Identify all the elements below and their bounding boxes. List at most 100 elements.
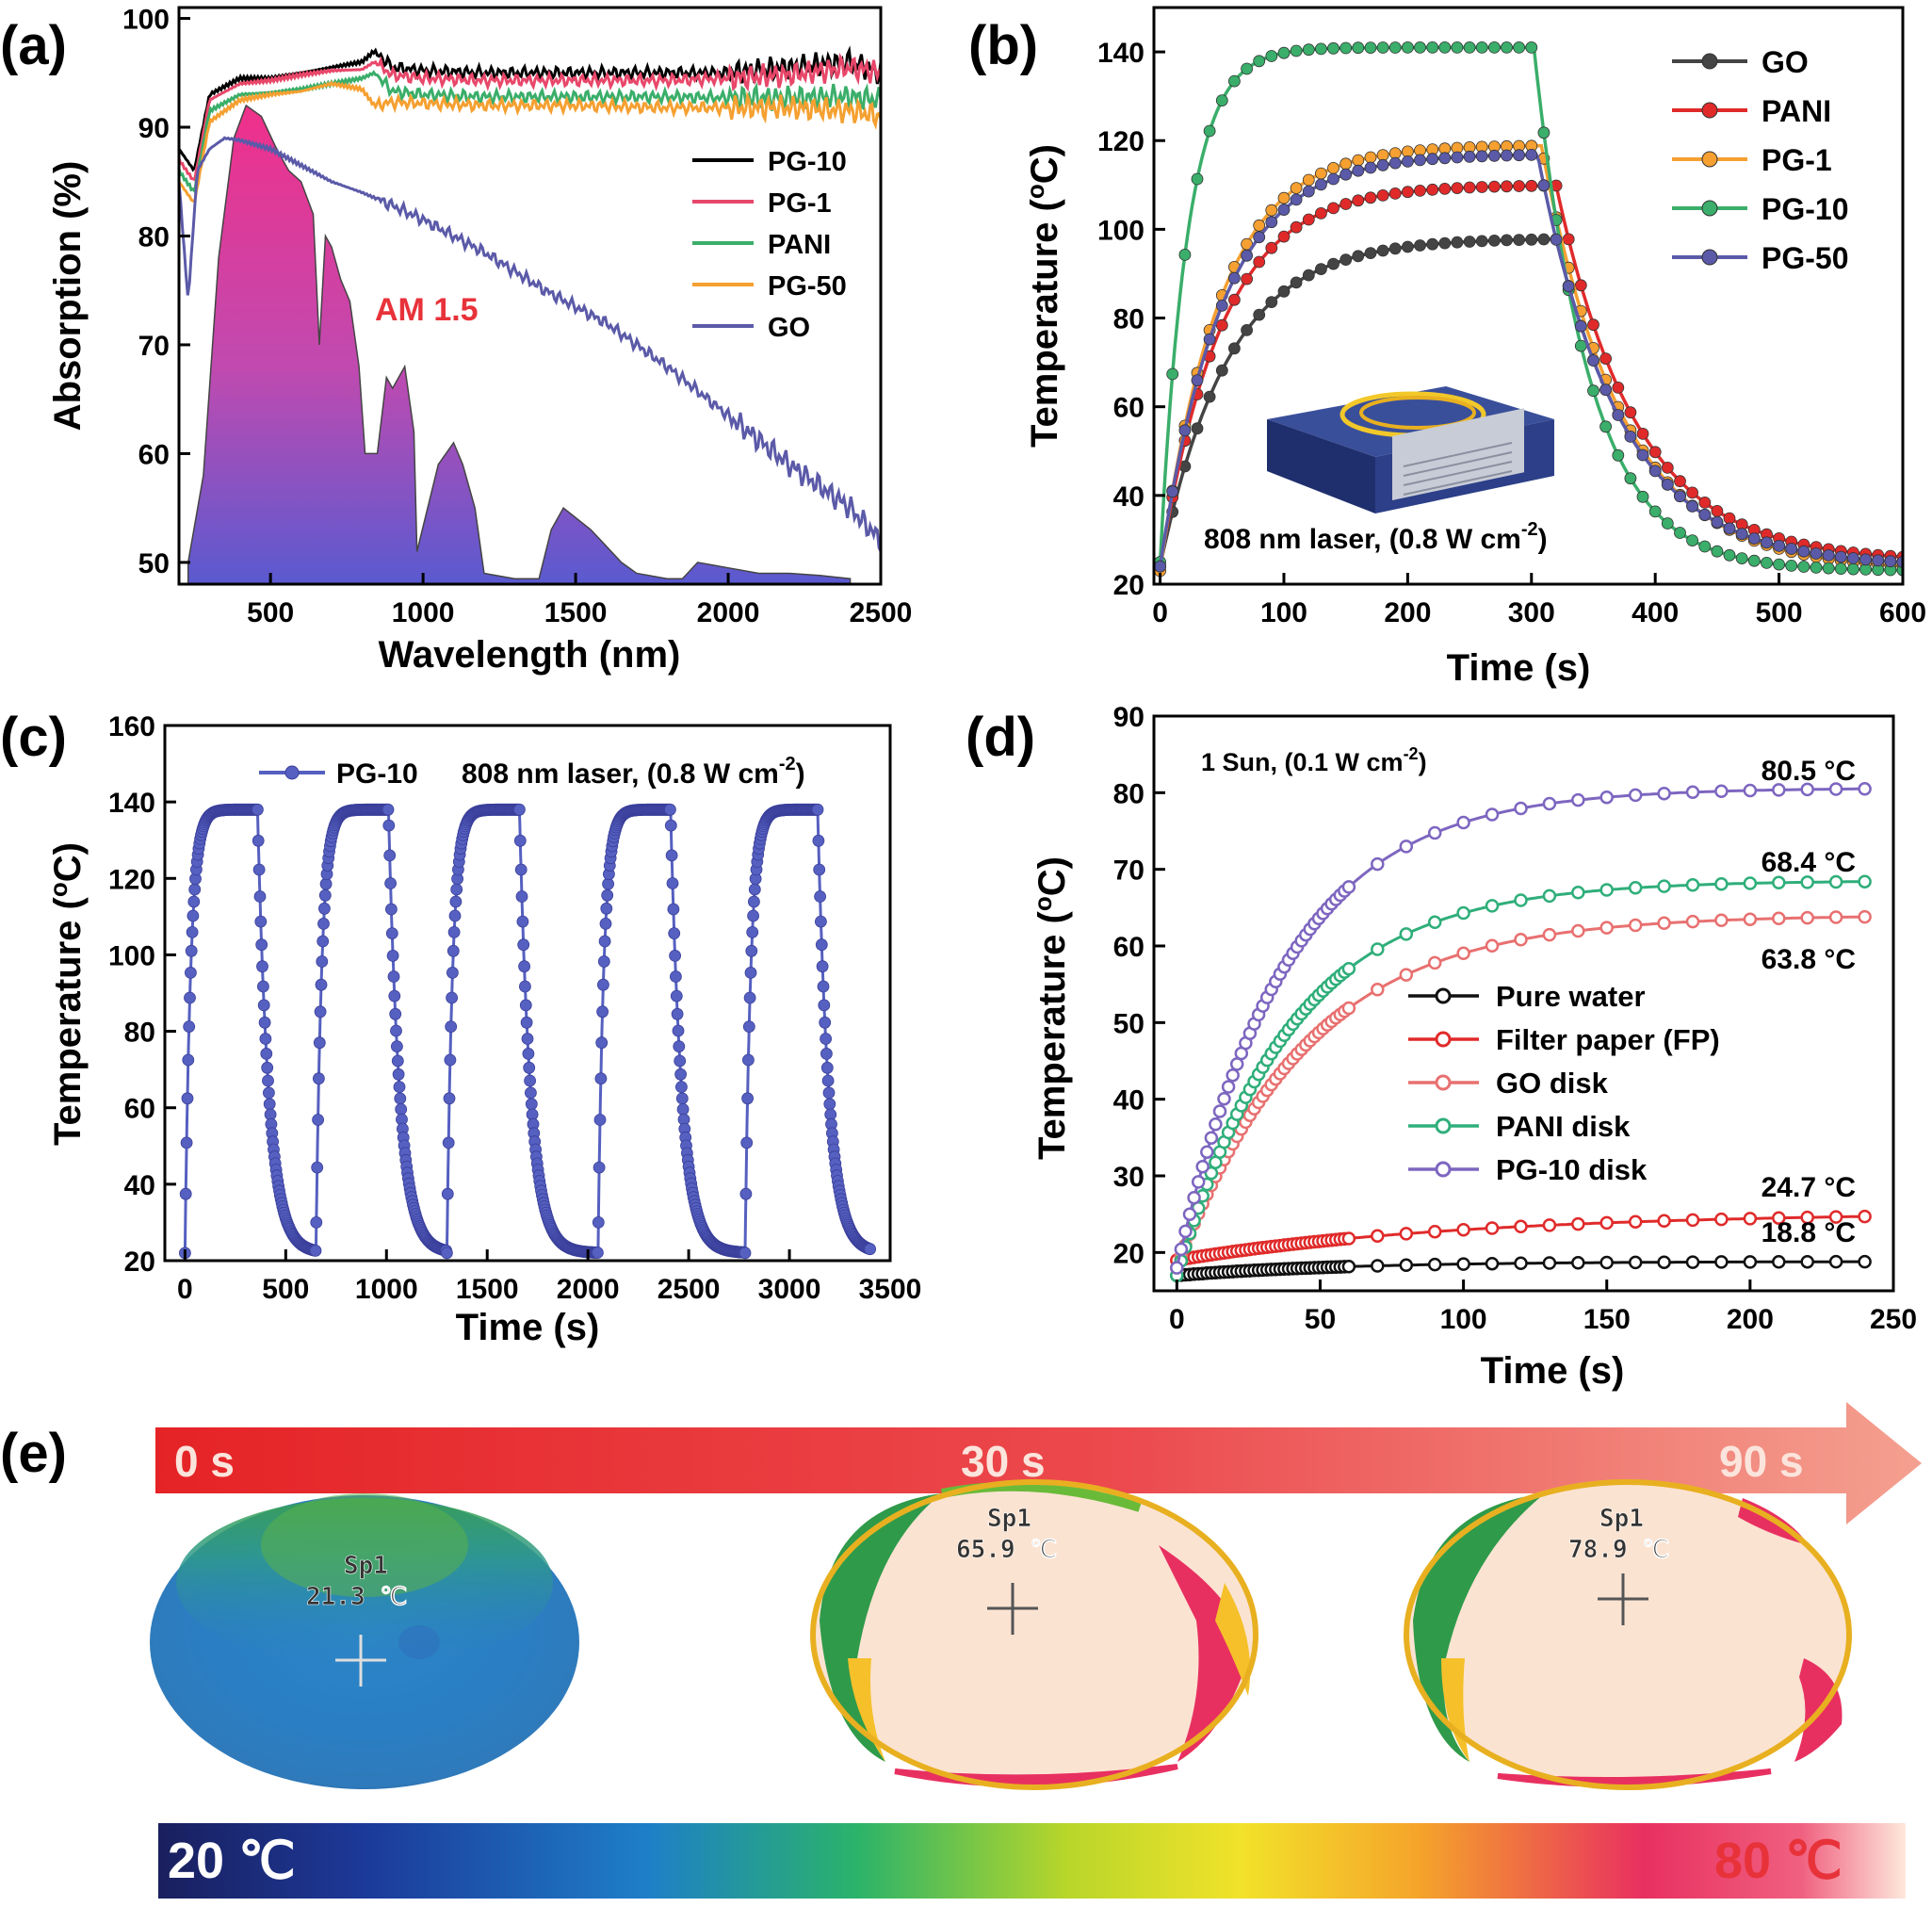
point-PG-10	[314, 1005, 327, 1019]
point-PG-10	[318, 888, 332, 902]
point-Filter paper (FP)	[1399, 1227, 1414, 1241]
legend-label-PG-10 disk: PG-10 disk	[1496, 1153, 1648, 1186]
point-PG-10	[251, 803, 264, 816]
point-GO disk	[1772, 911, 1786, 926]
y-tick-label-b: 120	[1097, 126, 1145, 157]
point-PG-10	[186, 926, 199, 938]
point-PG-10	[1438, 41, 1452, 54]
point-PANI	[1648, 446, 1662, 459]
point-PG-10	[1364, 41, 1377, 54]
series-line-PG-50	[179, 80, 881, 204]
point-PG-10	[1810, 562, 1823, 574]
crosshair-icon	[1598, 1573, 1648, 1625]
laser-device-icon	[1267, 386, 1554, 513]
point-PG-10	[257, 999, 270, 1012]
point-PG-10	[519, 980, 531, 993]
scale-min-label: 20 ℃	[168, 1833, 296, 1889]
point-PG-50	[1810, 547, 1823, 560]
point-PG-10	[261, 1061, 274, 1074]
y-tick-label-c: 40	[124, 1170, 155, 1201]
x-tick-label-b: 400	[1632, 597, 1679, 628]
x-tick-label-d: 100	[1440, 1304, 1487, 1335]
point-PG-10	[1228, 74, 1241, 88]
point-Filter paper (FP)	[1714, 1212, 1729, 1227]
point-PG-10	[1686, 534, 1698, 546]
point-PANI	[1414, 184, 1426, 197]
am15-spectrum-area	[187, 104, 852, 584]
legend-marker-PG-10	[1701, 200, 1718, 217]
point-PG-1	[1327, 161, 1339, 174]
point-GO	[1203, 390, 1216, 403]
x-tick-label-d: 250	[1870, 1304, 1917, 1335]
point-PG-10	[742, 1053, 755, 1067]
point-GO disk	[1828, 910, 1843, 924]
point-PG-10	[1513, 41, 1525, 54]
point-PG-10	[258, 1016, 271, 1029]
point-GO disk	[1628, 918, 1643, 933]
point-PG-10	[1302, 43, 1315, 57]
x-tick-label-b: 300	[1508, 597, 1555, 628]
point-GO	[1525, 233, 1538, 246]
point-PG-10 disk	[1714, 784, 1729, 799]
point-PANI	[1265, 241, 1278, 254]
point-PANI	[1599, 352, 1612, 366]
point-PG-10	[393, 1081, 406, 1093]
point-PANI disk	[1427, 915, 1442, 930]
y-tick-label-d: 60	[1113, 932, 1145, 963]
point-PG-10	[1773, 558, 1785, 571]
point-Pure water	[1485, 1256, 1500, 1271]
point-PG-10	[1277, 46, 1291, 59]
point-PG-10	[814, 890, 826, 903]
point-PG-10	[596, 1005, 609, 1019]
point-PG-50	[1290, 193, 1303, 206]
point-PG-10 disk	[1204, 1131, 1219, 1145]
point-PG-10	[599, 918, 612, 930]
y-tick-label-c: 100	[108, 940, 155, 971]
point-Pure water	[1772, 1255, 1786, 1269]
y-tick-label-b: 100	[1097, 215, 1145, 246]
point-PG-1	[1277, 191, 1291, 204]
point-PG-10	[1241, 62, 1253, 75]
point-PG-10	[1265, 50, 1278, 62]
point-PG-50	[1414, 154, 1426, 167]
point-PG-10	[523, 1061, 536, 1074]
point-PG-50	[1587, 354, 1599, 367]
panel-b: (b) 0 100 200 300 400 500 600 20 40 60 80 100 120 140…	[968, 6, 1926, 689]
point-PG-10 disk	[1542, 796, 1557, 811]
point-PG-50	[1686, 499, 1698, 513]
point-PG-10	[1315, 42, 1327, 56]
point-PG-10	[820, 1061, 834, 1074]
xlabel-a: Wavelength (nm)	[379, 634, 681, 676]
point-Pure water	[1800, 1254, 1814, 1269]
y-tick-label-d: 90	[1113, 702, 1145, 733]
legend-label-GO disk: GO disk	[1496, 1067, 1609, 1100]
point-PG-50	[1859, 553, 1872, 566]
y-tick-label-a: 80	[138, 221, 170, 253]
point-PANI	[1228, 293, 1241, 306]
point-PG-10	[184, 967, 197, 979]
point-PG-10	[816, 960, 829, 973]
point-Filter paper (FP)	[1599, 1215, 1614, 1231]
point-PG-10	[382, 803, 395, 816]
point-PG-10	[819, 1016, 832, 1029]
point-PG-10 disk	[1341, 880, 1356, 894]
legend-label-PG-10: PG-10	[768, 147, 847, 177]
point-PG-10	[514, 863, 528, 876]
point-PG-10	[1525, 41, 1538, 54]
point-PG-10 disk	[1212, 1104, 1227, 1118]
point-PANI disk	[1858, 874, 1872, 888]
point-GO disk	[1743, 912, 1758, 926]
point-Pure water	[1828, 1254, 1843, 1269]
point-PG-50	[1847, 552, 1859, 564]
x-tick-label-b: 600	[1879, 597, 1926, 628]
end-label-Pure water: 18.8 °C	[1762, 1217, 1856, 1248]
point-PG-10 disk	[1226, 1068, 1240, 1083]
y-tick-label-c: 80	[124, 1018, 155, 1049]
point-GO	[1501, 234, 1513, 247]
point-PANI	[1426, 183, 1439, 196]
point-PANI disk	[1714, 877, 1729, 891]
y-tick-label-c: 140	[108, 788, 155, 819]
point-PG-1	[1302, 173, 1315, 187]
point-PG-50	[1438, 152, 1452, 165]
